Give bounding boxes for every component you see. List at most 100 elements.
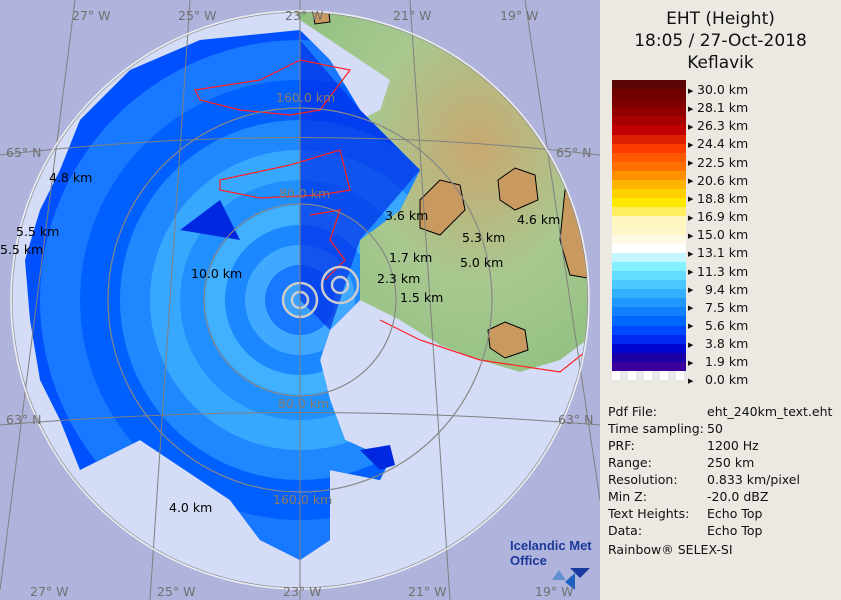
- legend-label-text: 16.9 km: [697, 209, 749, 225]
- legend-color-band: [612, 325, 686, 335]
- legend-label-text: 28.1 km: [697, 100, 749, 116]
- legend-label-text: 15.0 km: [697, 227, 749, 243]
- info-key: PRF:: [608, 438, 635, 453]
- legend-label: ▶ 3.8 km: [688, 336, 748, 351]
- info-row: PRF: 1200 Hz: [608, 438, 759, 453]
- tick-arrow-icon: ▶: [688, 140, 694, 149]
- tick-arrow-icon: ▶: [688, 268, 694, 276]
- legend-label-text: 26.3 km: [697, 118, 749, 134]
- legend-label: ▶ 20.6 km: [688, 173, 748, 188]
- lon-label-25w-top: 25° W: [178, 8, 217, 23]
- info-value: 1200 Hz: [707, 438, 759, 453]
- radar-site-name: Keflavik: [687, 53, 754, 73]
- legend-color-band: [612, 180, 686, 190]
- tick-arrow-icon: ▶: [688, 249, 694, 258]
- legend-label: ▶ 13.1 km: [688, 245, 748, 260]
- legend-label-text: 13.1 km: [697, 245, 749, 261]
- legend-label: ▶ 11.3 km: [688, 264, 748, 279]
- lat-label-63n-right: 63° N: [558, 412, 594, 427]
- lon-label-19w-top: 19° W: [500, 8, 539, 23]
- logo-line2: Office: [510, 553, 547, 568]
- echo-height-label: 1.7 km: [389, 250, 433, 265]
- legend-label-text: 7.5 km: [705, 299, 749, 315]
- legend-color-band: [612, 307, 686, 317]
- tick-arrow-icon: ▶: [688, 340, 694, 349]
- legend-color-band: [612, 234, 686, 244]
- legend-color-band: [612, 89, 686, 99]
- echo-height-label: 1.5 km: [400, 290, 444, 305]
- range-label-80-bottom: 80.0 km: [278, 396, 330, 411]
- info-row: Text Heights: Echo Top: [608, 506, 762, 521]
- lon-label-23w-bottom: 23° W: [283, 584, 322, 599]
- legend-label: ▶ 15.0 km: [688, 227, 748, 242]
- info-key: Text Heights:: [608, 506, 690, 521]
- range-label-160-top: 160.0 km: [276, 90, 336, 105]
- tick-arrow-icon: ▶: [688, 159, 694, 168]
- legend-color-band: [612, 261, 686, 271]
- logo-line1: Icelandic Met: [510, 538, 592, 553]
- info-row: Range: 250 km: [608, 455, 754, 470]
- info-row: Time sampling: 50: [608, 421, 723, 436]
- info-row: Data: Echo Top: [608, 523, 762, 538]
- legend-color-band: [612, 252, 686, 262]
- range-label-80-top: 80.0 km: [279, 186, 331, 201]
- legend-label: ▶ 24.4 km: [688, 136, 748, 151]
- legend-label: ▶ 22.5 km: [688, 155, 748, 170]
- legend-color-band: [612, 270, 686, 281]
- legend-label-text: 24.4 km: [697, 136, 749, 152]
- info-key: Pdf File:: [608, 404, 657, 419]
- legend-label: ▶ 7.5 km: [688, 300, 748, 315]
- legend-label-text: 0.0 km: [705, 372, 749, 388]
- info-value: Echo Top: [707, 506, 763, 521]
- legend-nodata-band: [612, 371, 686, 380]
- lat-label-63n-left: 63° N: [6, 412, 42, 427]
- legend-color-band: [612, 143, 686, 153]
- legend-color-band: [612, 134, 686, 144]
- legend-label: ▶ 18.8 km: [688, 191, 748, 206]
- legend-label-text: 11.3 km: [697, 263, 749, 279]
- legend-label-text: 1.9 km: [705, 354, 749, 370]
- info-value: eht_240km_text.eht: [707, 404, 833, 419]
- tick-arrow-icon: ▶: [688, 86, 694, 95]
- tick-arrow-icon: ▶: [688, 304, 694, 313]
- tick-arrow-icon: ▶: [688, 122, 694, 131]
- legend-color-band: [612, 316, 686, 326]
- radar-map[interactable]: 27° W 25° W 23° W 21° W 19° W 27° W 25° …: [0, 0, 600, 600]
- software-credit: Rainbow® SELEX-SI: [608, 542, 733, 557]
- legend-color-band: [612, 161, 686, 171]
- legend-color-band: [612, 207, 686, 217]
- echo-height-label: 3.6 km: [385, 208, 429, 223]
- info-value: 50: [707, 421, 723, 436]
- legend-color-band: [612, 125, 686, 135]
- lon-label-27w-top: 27° W: [72, 8, 111, 23]
- legend-color-band: [612, 298, 686, 308]
- echo-height-label: 4.8 km: [49, 170, 93, 185]
- legend-color-band: [612, 152, 686, 162]
- legend-label-text: 18.8 km: [697, 190, 749, 206]
- legend-color-band: [612, 361, 686, 371]
- legend-color-band: [612, 334, 686, 344]
- product-title: EHT (Height): [666, 9, 775, 29]
- lon-label-25w-bottom: 25° W: [157, 584, 196, 599]
- legend-label: ▶ 16.9 km: [688, 209, 748, 224]
- tick-arrow-icon: ▶: [688, 231, 694, 240]
- legend-color-band: [612, 216, 686, 226]
- legend-label-text: 20.6 km: [697, 172, 749, 188]
- legend-color-band: [612, 225, 686, 235]
- range-label-160-bottom: 160.0 km: [273, 492, 333, 507]
- echo-height-label: 5.0 km: [460, 255, 504, 270]
- info-value: -20.0 dBZ: [707, 489, 769, 504]
- tick-arrow-icon: ▶: [688, 177, 694, 186]
- info-key: Min Z:: [608, 489, 647, 504]
- icelandic-met-office-logo: Icelandic Met Office: [510, 538, 592, 568]
- lon-label-23w-top: 23° W: [285, 8, 324, 23]
- info-row: Min Z: -20.0 dBZ: [608, 489, 768, 504]
- tick-arrow-icon: ▶: [688, 358, 694, 367]
- lon-label-21w-top: 21° W: [393, 8, 432, 23]
- echo-height-label: 5.3 km: [462, 230, 506, 245]
- color-legend-bar: [612, 80, 686, 380]
- lon-label-27w-bottom: 27° W: [30, 584, 69, 599]
- legend-color-band: [612, 107, 686, 117]
- legend-color-band: [612, 116, 686, 126]
- lon-label-21w-bottom: 21° W: [408, 584, 447, 599]
